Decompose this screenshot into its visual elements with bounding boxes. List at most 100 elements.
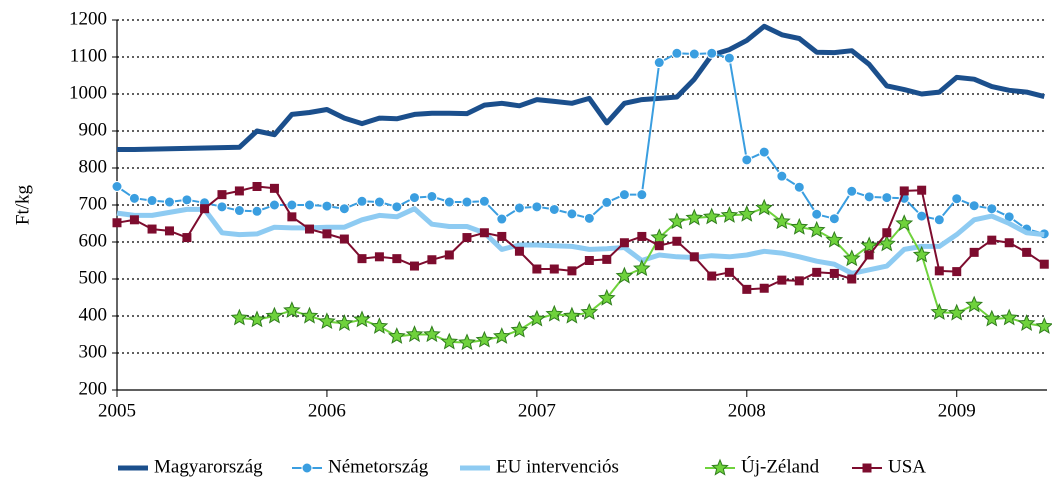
data-point <box>632 259 651 277</box>
data-point <box>654 241 664 251</box>
data-point <box>304 199 316 211</box>
data-point <box>462 233 472 243</box>
data-point <box>917 185 927 195</box>
series-line <box>116 206 1045 276</box>
y-tick-label: 200 <box>79 378 108 399</box>
legend-label: Magyarország <box>154 456 263 477</box>
y-tick-label: 700 <box>79 193 108 214</box>
legend-marker <box>711 458 729 476</box>
data-point <box>707 271 717 281</box>
data-point <box>583 212 595 224</box>
data-point <box>286 199 298 211</box>
data-point <box>772 212 791 230</box>
data-point <box>392 254 402 264</box>
data-point <box>318 312 336 330</box>
data-point <box>580 303 599 320</box>
data-point <box>912 245 931 263</box>
data-point <box>965 295 984 313</box>
data-point <box>584 256 594 265</box>
data-point <box>497 231 507 241</box>
data-point <box>685 208 704 226</box>
data-point <box>217 190 227 200</box>
legend: Magyarország Németország EU intervenciós Új… <box>118 455 926 477</box>
data-point <box>461 196 473 208</box>
data-point <box>811 208 823 220</box>
data-point <box>1004 238 1014 248</box>
data-point <box>653 57 665 69</box>
data-point <box>338 203 350 215</box>
y-tick-label: 600 <box>79 230 108 251</box>
data-point <box>688 48 700 60</box>
data-point <box>528 309 546 327</box>
data-point <box>602 254 612 264</box>
data-point <box>1022 247 1032 257</box>
data-point <box>597 288 616 306</box>
y-tick-label: 1000 <box>69 82 107 103</box>
data-point <box>615 266 634 284</box>
data-point <box>829 268 839 278</box>
legend-marker <box>301 462 313 474</box>
data-point <box>986 203 998 215</box>
legend-label: EU intervenciós <box>496 456 619 477</box>
data-point <box>566 208 578 220</box>
data-point <box>755 198 774 216</box>
data-point <box>492 327 511 344</box>
series-line <box>117 23 1045 152</box>
data-point <box>637 231 647 241</box>
data-point <box>479 228 489 238</box>
data-point <box>408 192 420 204</box>
data-point <box>147 224 157 234</box>
data-point <box>882 228 892 238</box>
data-point <box>531 201 543 213</box>
data-point <box>947 303 966 321</box>
data-point <box>969 247 979 257</box>
data-point <box>1000 308 1019 326</box>
data-point <box>353 310 371 328</box>
data-point <box>164 226 174 236</box>
data-point <box>216 201 228 213</box>
data-point <box>510 320 529 338</box>
data-point <box>287 212 297 222</box>
y-tick-label: 400 <box>79 304 108 325</box>
data-point <box>234 186 244 196</box>
data-point <box>475 330 494 348</box>
data-point <box>548 203 560 215</box>
data-point <box>427 255 437 265</box>
y-tick-label: 300 <box>79 341 108 362</box>
data-point <box>112 218 122 228</box>
x-tick-label: 2005 <box>98 400 136 421</box>
data-point <box>1039 259 1049 269</box>
data-point <box>335 314 354 331</box>
data-point <box>545 304 564 322</box>
data-point <box>129 215 139 225</box>
data-point <box>689 252 699 262</box>
data-point <box>373 196 385 208</box>
data-point <box>790 217 809 235</box>
data-point <box>933 214 945 226</box>
data-point <box>860 236 879 254</box>
legend-label: Új-Zéland <box>741 455 820 477</box>
data-point <box>111 181 123 192</box>
data-point <box>842 249 861 267</box>
data-point <box>370 317 389 334</box>
data-point <box>864 250 874 260</box>
data-point <box>563 306 581 324</box>
legend-label: Németország <box>328 456 429 477</box>
data-point <box>251 205 263 217</box>
data-point <box>916 210 928 222</box>
data-point <box>828 213 840 225</box>
data-point <box>444 250 454 260</box>
data-point <box>1035 317 1052 334</box>
data-point <box>200 204 210 214</box>
data-point <box>863 191 875 203</box>
data-point <box>426 190 438 202</box>
data-point <box>321 200 333 212</box>
data-point <box>618 189 630 201</box>
data-point <box>513 202 525 214</box>
data-point <box>356 195 368 207</box>
data-point <box>741 154 753 166</box>
data-point <box>405 325 424 343</box>
data-point <box>322 229 332 239</box>
data-point <box>668 212 686 230</box>
data-point <box>758 146 770 158</box>
